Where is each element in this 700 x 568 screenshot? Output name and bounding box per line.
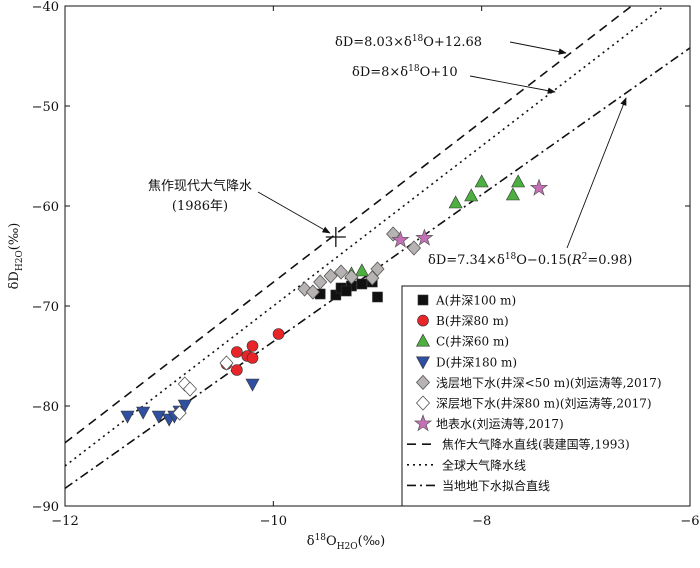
y-axis-label: δDH2O(‰): [7, 223, 25, 290]
legend: [401, 285, 691, 507]
point-shallow: [406, 240, 422, 256]
point-shallow: [323, 268, 338, 284]
point-shallow: [305, 284, 320, 300]
point-shallow: [344, 269, 359, 285]
point-deep: [172, 405, 187, 421]
point-shallow: [365, 270, 380, 286]
point-C: [448, 195, 463, 209]
plot-frame: [64, 5, 691, 507]
legend-marker: [415, 333, 431, 347]
equation-jiaozuo-line: δD=8.03×δ18O+12.68: [335, 34, 482, 50]
legend-label: D(井深180 m): [436, 355, 517, 369]
x-tick-label: −8: [472, 514, 491, 529]
legend-label: A(井深100 m): [435, 294, 516, 308]
point-B: [231, 364, 243, 376]
x-axis-label: δ18OH2O(‰): [307, 533, 386, 552]
point-deep: [219, 355, 234, 371]
y-tick-label: −50: [32, 100, 59, 115]
point-B: [272, 328, 285, 340]
y-tick-label: −80: [32, 400, 59, 415]
equation-arrow: [509, 41, 567, 55]
legend-marker: [415, 374, 431, 390]
legend-marker: [415, 356, 431, 370]
point-B: [246, 340, 259, 352]
legend-label: 焦作大气降水直线(裴建国等,1993): [442, 437, 630, 452]
legend-marker: [417, 314, 429, 327]
legend-marker: [417, 294, 429, 306]
point-surface: [415, 228, 434, 246]
point-shallow: [333, 264, 349, 280]
equation-arrow: [566, 97, 627, 249]
y-tick-label: −90: [32, 500, 59, 515]
point-D: [245, 378, 260, 392]
x-tick-label: −6: [680, 514, 699, 529]
point-C: [354, 263, 369, 277]
point-shallow: [370, 261, 385, 277]
point-A: [356, 278, 368, 290]
legend-marker: [415, 395, 431, 411]
point-C: [505, 187, 520, 201]
reference-label-line1: 焦作现代大气降水: [148, 178, 252, 194]
legend-label: B(井深80 m): [436, 314, 509, 328]
point-D: [120, 410, 135, 424]
point-D: [177, 399, 192, 413]
point-A: [340, 285, 352, 297]
line-dashed: [65, 6, 633, 444]
x-tick-label: −10: [260, 514, 287, 529]
point-C: [474, 174, 489, 188]
point-C: [464, 188, 479, 202]
point-B: [246, 352, 259, 364]
point-A: [372, 291, 383, 303]
point-surface: [529, 178, 548, 196]
reference-label-line2: (1986年): [172, 199, 228, 214]
legend-label: 地表水(刘运涛等,2017): [436, 416, 564, 431]
legend-marker: [413, 414, 433, 432]
legend-label: 当地地下水拟合直线: [442, 478, 550, 493]
point-C: [511, 174, 526, 188]
equation-local-line: δD=7.34×δ18O−0.15(R2=0.98): [428, 252, 632, 268]
legend-label: C(井深60 m): [436, 335, 509, 349]
y-tick-label: −70: [32, 300, 59, 315]
y-tick-label: −60: [32, 200, 59, 215]
equation-global-line: δD=8×δ18O+10: [352, 64, 458, 80]
point-B: [231, 346, 243, 358]
x-tick-label: −12: [51, 514, 78, 529]
legend-label: 浅层地下水(井深<50 m)(刘运涛等,2017): [436, 375, 662, 390]
equation-arrow: [469, 75, 556, 94]
y-tick-label: −40: [32, 0, 59, 15]
point-D: [151, 410, 166, 424]
point-surface: [391, 230, 410, 248]
point-shallow: [313, 274, 328, 290]
reference-arrow: [257, 191, 331, 234]
legend-label: 全球大气降水线: [442, 457, 526, 472]
point-D: [136, 406, 151, 420]
legend-label: 深层地下水(井深80 m)(刘运涛等,2017): [436, 396, 652, 411]
point-deep: [182, 381, 198, 397]
